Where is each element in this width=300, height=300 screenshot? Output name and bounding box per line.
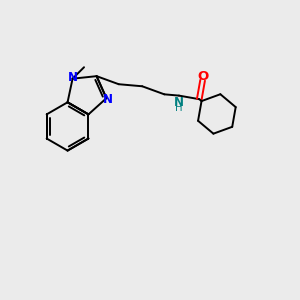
Text: O: O: [197, 70, 208, 83]
Text: N: N: [103, 93, 113, 106]
Text: N: N: [68, 71, 78, 84]
Text: N: N: [173, 96, 183, 109]
Text: H: H: [175, 103, 182, 113]
